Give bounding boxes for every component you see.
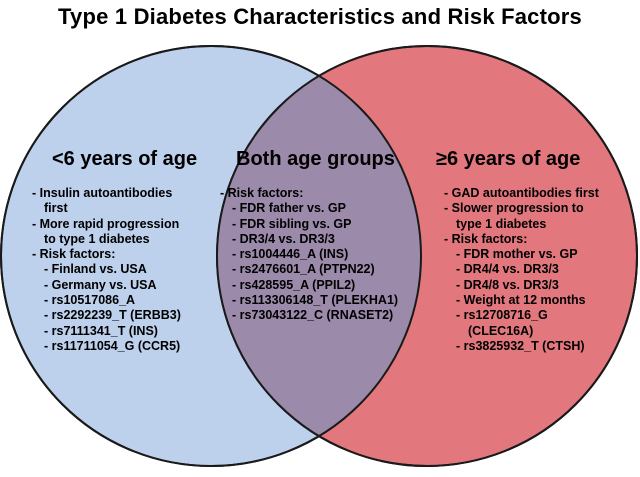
diagram-title: Type 1 Diabetes Characteristics and Risk… — [58, 4, 582, 29]
right-list-item: - rs3825932_T (CTSH) — [456, 338, 585, 353]
middle-list-item: - rs2476601_A (PTPN22) — [232, 262, 375, 277]
middle-list-item: - FDR father vs. GP — [232, 201, 346, 216]
left-list-item: - Risk factors: — [32, 247, 116, 262]
right-list-item: - Weight at 12 months — [456, 293, 586, 308]
left-list-item: - rs7111341_T (INS) — [44, 323, 158, 338]
middle-list-item: - rs73043122_C (RNASET2) — [232, 308, 394, 323]
right-list-item: type 1 diabetes — [456, 216, 547, 231]
right-list-item: - DR4/4 vs. DR3/3 — [456, 262, 559, 277]
right-list-item: - Risk factors: — [444, 231, 528, 246]
right-list-item: - FDR mother vs. GP — [456, 247, 578, 262]
right-list-item: - DR4/8 vs. DR3/3 — [456, 277, 559, 292]
right-circle-outline — [216, 45, 638, 467]
left-list-item: - rs2292239_T (ERBB3) — [44, 308, 181, 323]
left-list-item: - Germany vs. USA — [44, 277, 157, 292]
right-list-item: (CLEC16A) — [468, 323, 534, 338]
middle-list-item: - rs1004446_A (INS) — [232, 247, 349, 262]
left-list-item: to type 1 diabetes — [44, 231, 150, 246]
left-list-item: - Finland vs. USA — [44, 262, 147, 277]
left-list-item: - Insulin autoantibodies — [32, 186, 173, 200]
left-circle-outline — [0, 45, 422, 467]
left-list-item: first — [44, 201, 68, 216]
left-list-item: - More rapid progression — [32, 216, 180, 231]
right-list-item: - rs12708716_G — [456, 308, 548, 323]
middle-list-item: - Risk factors: — [220, 186, 304, 200]
middle-list-item: - rs428595_A (PPIL2) — [232, 277, 356, 292]
overlap-region — [217, 46, 421, 466]
middle-list-item: - FDR sibling vs. GP — [232, 216, 352, 231]
middle-heading: Both age groups — [236, 148, 395, 170]
left-characteristics-list: - Insulin autoantibodies first - More rapi… — [32, 186, 181, 354]
left-list-item: - rs10517086_A — [44, 293, 136, 308]
right-list-item: - GAD autoantibodies first — [444, 186, 599, 200]
right-heading: ≥6 years of age — [436, 148, 581, 170]
middle-list-item: - DR3/4 vs. DR3/3 — [232, 231, 335, 246]
right-list-item: - Slower progression to — [444, 201, 584, 216]
middle-list-item: - rs113306148_T (PLEKHA1) — [232, 293, 399, 308]
left-list-item: - rs11711054_G (CCR5) — [44, 338, 181, 353]
shared-characteristics-list: - Risk factors: - FDR father vs. GP - FDR … — [220, 186, 398, 324]
right-characteristics-list: - GAD autoantibodies first - Slower progr… — [444, 186, 599, 354]
left-heading: <6 years of age — [52, 148, 198, 170]
